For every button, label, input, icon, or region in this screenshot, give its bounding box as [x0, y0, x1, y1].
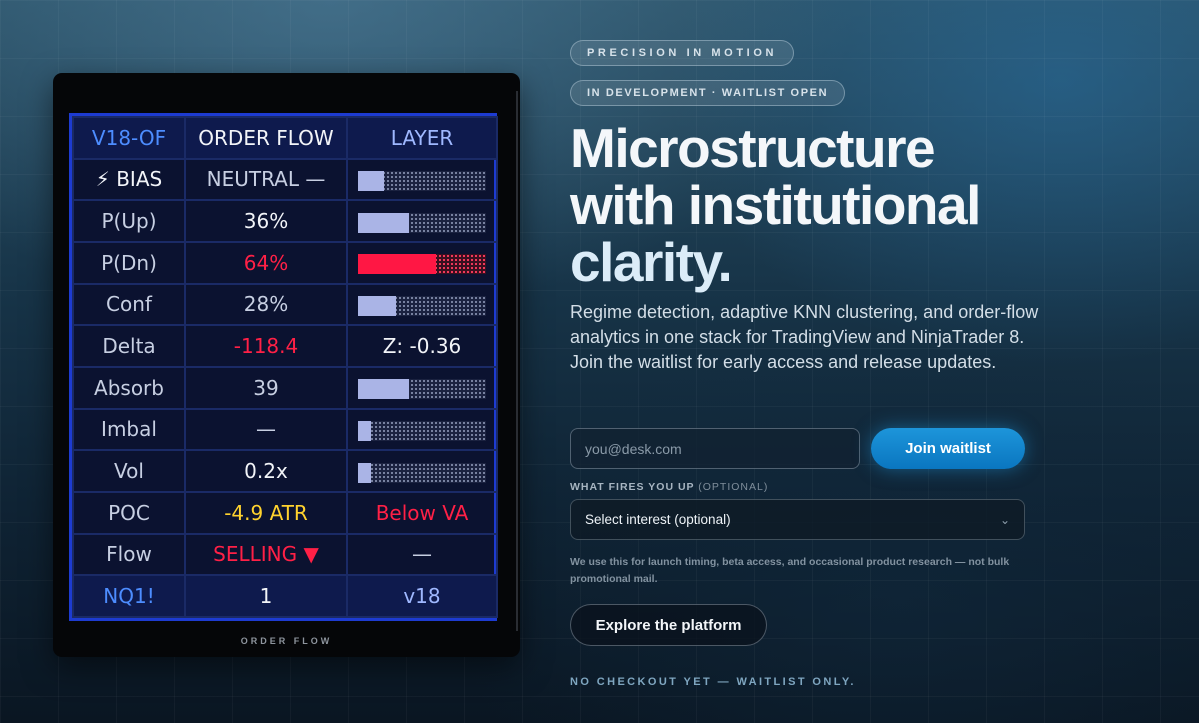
footer-cell-version: v18 — [346, 574, 498, 618]
footer-cell-timeframe: 1 — [184, 574, 348, 618]
level-bar — [358, 462, 486, 483]
table-row: Conf 28% — [72, 282, 498, 327]
explore-platform-button[interactable]: Explore the platform — [570, 604, 767, 646]
interest-optional-text: (OPTIONAL) — [698, 481, 769, 493]
row-label: ⚡ BIAS — [72, 157, 186, 202]
order-flow-table-frame: V18-OF ORDER FLOW LAYER ⚡ BIAS NEUTRAL —… — [69, 113, 498, 621]
row-label: Vol — [72, 449, 186, 493]
table-row: POC -4.9 ATR Below VA — [72, 490, 498, 535]
level-bar — [358, 254, 486, 275]
panel-caption: ORDER FLOW — [240, 636, 333, 646]
row-value: SELLING ▼ — [184, 532, 348, 577]
row-label: Flow — [72, 532, 186, 577]
table-footer-row: NQ1! 1 v18 — [72, 574, 498, 618]
row-value: 64% — [184, 240, 348, 285]
row-value: -118.4 — [184, 324, 348, 368]
privacy-note: We use this for launch timing, beta acce… — [570, 556, 1010, 585]
header-cell-version: V18-OF — [72, 116, 186, 160]
row-label: Conf — [72, 282, 186, 327]
order-flow-table: V18-OF ORDER FLOW LAYER ⚡ BIAS NEUTRAL —… — [72, 116, 498, 618]
email-input[interactable] — [570, 428, 860, 469]
table-row: Delta -118.4 Z: -0.36 — [72, 324, 498, 368]
row-value: 28% — [184, 282, 348, 327]
table-row: Flow SELLING ▼ — — [72, 532, 498, 577]
table-header-row: V18-OF ORDER FLOW LAYER — [72, 116, 498, 160]
headline-line: Microstructure — [570, 117, 936, 179]
headline-line: with institutional — [570, 174, 981, 236]
interest-select[interactable]: Select interest (optional) ⌄ — [570, 499, 1025, 540]
interest-label: WHAT FIRES YOU UP (OPTIONAL) — [570, 481, 768, 493]
row-right-text: Z: -0.36 — [346, 324, 498, 368]
status-badge: IN DEVELOPMENT · WAITLIST OPEN — [570, 80, 846, 106]
join-waitlist-button[interactable]: Join waitlist — [871, 428, 1025, 469]
interest-label-text: WHAT FIRES YOU UP — [570, 481, 695, 493]
row-bar-cell — [346, 157, 498, 202]
row-value: 0.2x — [184, 449, 348, 493]
level-bar — [358, 170, 486, 191]
footer-cell-symbol: NQ1! — [72, 574, 186, 618]
row-label: Delta — [72, 324, 186, 368]
panel-scrollbar[interactable] — [516, 91, 518, 631]
table-row: P(Dn) 64% — [72, 240, 498, 285]
chevron-down-icon: ⌄ — [999, 512, 1010, 527]
row-label: POC — [72, 490, 186, 535]
row-bar-cell — [346, 240, 498, 285]
table-row: Vol 0.2x — [72, 449, 498, 493]
row-value: NEUTRAL — — [184, 157, 348, 202]
row-value: — — [184, 407, 348, 452]
row-label: P(Dn) — [72, 240, 186, 285]
row-bar-cell — [346, 449, 498, 493]
row-value: 39 — [184, 365, 348, 410]
row-bar-cell — [346, 365, 498, 410]
row-label: Imbal — [72, 407, 186, 452]
header-cell-layer: LAYER — [346, 116, 498, 160]
row-bar-cell — [346, 407, 498, 452]
table-row: ⚡ BIAS NEUTRAL — — [72, 157, 498, 202]
level-bar — [358, 295, 486, 316]
page-title: Microstructure with institutional clarit… — [570, 120, 1170, 291]
table-row: Imbal — — [72, 407, 498, 452]
row-value: 36% — [184, 199, 348, 243]
headline-line: clarity. — [570, 231, 733, 293]
level-bar — [358, 379, 486, 400]
row-right-text: Below VA — [346, 490, 498, 535]
order-flow-panel: V18-OF ORDER FLOW LAYER ⚡ BIAS NEUTRAL —… — [53, 73, 520, 657]
row-bar-cell — [346, 282, 498, 327]
page-subtitle: Regime detection, adaptive KNN clusterin… — [570, 302, 1039, 372]
header-cell-title: ORDER FLOW — [184, 116, 348, 160]
level-bar — [358, 212, 486, 233]
row-bar-cell — [346, 199, 498, 243]
table-row: Absorb 39 — [72, 365, 498, 410]
row-right-text: — — [346, 532, 498, 577]
tagline-badge: PRECISION IN MOTION — [570, 40, 795, 66]
interest-selected-value: Select interest (optional) — [585, 512, 731, 527]
row-label: Absorb — [72, 365, 186, 410]
level-bar — [358, 420, 486, 441]
row-label: P(Up) — [72, 199, 186, 243]
row-value: -4.9 ATR — [184, 490, 348, 535]
footer-note: NO CHECKOUT YET — WAITLIST ONLY. — [570, 676, 856, 688]
table-row: P(Up) 36% — [72, 199, 498, 243]
